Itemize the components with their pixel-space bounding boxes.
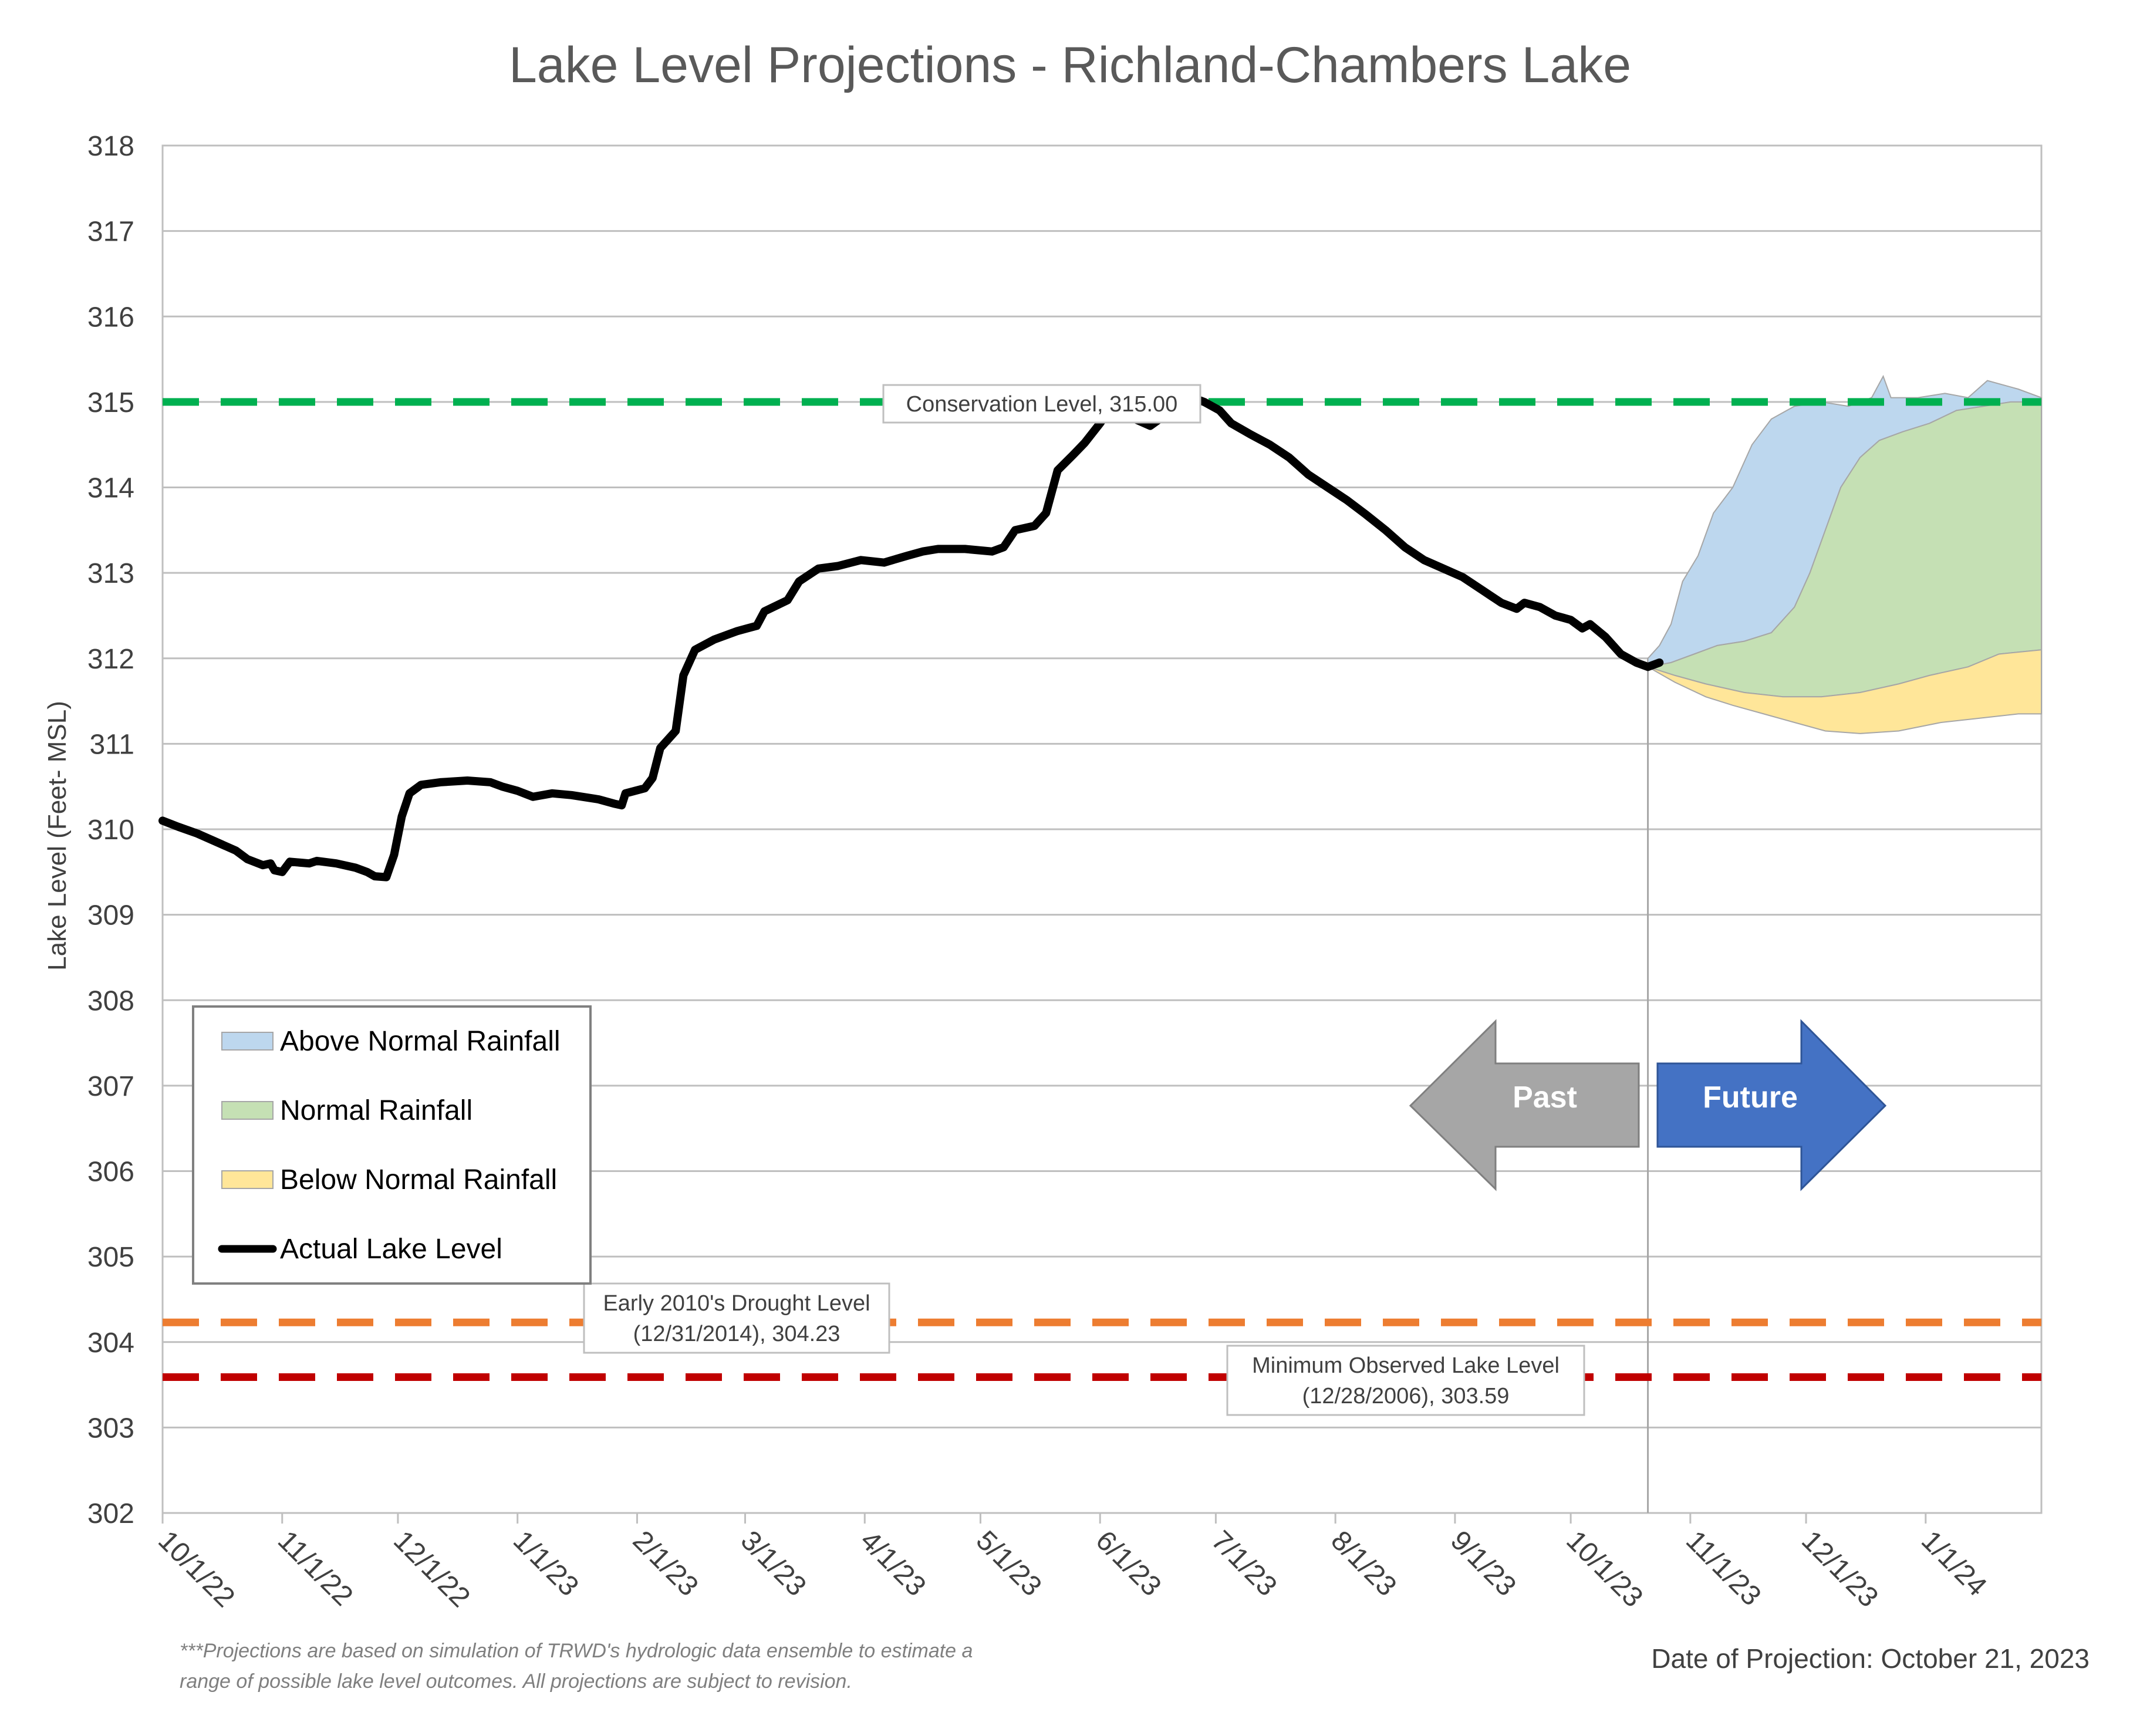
legend-label-above-normal-rainfall: Above Normal Rainfall [280, 1026, 561, 1057]
y-tick-label: 316 [87, 302, 134, 333]
y-tick-label: 305 [87, 1242, 134, 1273]
callout-text: Early 2010's Drought Level [603, 1291, 870, 1316]
legend-swatch-normal-rainfall [221, 1101, 274, 1120]
conservation-level-callout: Conservation Level, 315.00 [882, 384, 1201, 424]
callout-box [882, 384, 1201, 424]
plot-border [161, 144, 2043, 1514]
y-tick-label: 318 [87, 131, 134, 162]
callout-box [1226, 1345, 1585, 1416]
legend-label-actual-lake-level: Actual Lake Level [280, 1234, 502, 1265]
projection-date: Date of Projection: October 21, 2023 [1651, 1643, 2090, 1674]
y-tick-label: 314 [87, 473, 134, 504]
future-arrow: Future [1656, 1019, 1887, 1191]
past-arrow: Past [1409, 1019, 1640, 1191]
legend-swatch-above-normal-rainfall [221, 1032, 274, 1051]
y-tick-label: 303 [87, 1413, 134, 1444]
below-normal-rainfall-area [1648, 649, 2042, 734]
series-lines [158, 393, 1664, 881]
y-tick-label: 310 [87, 815, 134, 846]
callout-text: (12/28/2006), 303.59 [1302, 1384, 1510, 1409]
legend-box [192, 1005, 592, 1285]
callout-box [583, 1282, 890, 1354]
footnote: ***Projections are based on simulation o… [180, 1640, 973, 1693]
y-tick-label: 302 [87, 1498, 134, 1529]
minimum-observed-lake-level-callout: Minimum Observed Lake Level (12/28/2006),… [1226, 1345, 1585, 1416]
future-arrow-label: Future [1703, 1080, 1798, 1114]
callout-text: Minimum Observed Lake Level [1252, 1353, 1560, 1378]
y-axis-title: Lake Level (Feet- MSL) [43, 701, 72, 971]
callout-text: Conservation Level, 315.00 [906, 392, 1178, 417]
legend-label-below-normal-rainfall: Below Normal Rainfall [280, 1164, 557, 1195]
y-tick-label: 315 [87, 387, 134, 418]
projection-areas [1647, 374, 2042, 734]
y-tick-label: 308 [87, 985, 134, 1016]
actual-lake-level-line [158, 393, 1664, 881]
y-tick-label: 311 [89, 729, 134, 760]
legend: Above Normal Rainfall Normal Rainfall Belo… [192, 1005, 592, 1285]
footnote-line-1: ***Projections are based on simulation o… [180, 1640, 973, 1662]
early-2010-s-drought-level-callout: Early 2010's Drought Level (12/31/2014), … [583, 1282, 890, 1354]
future-arrow-shape [1656, 1019, 1887, 1191]
callout-text: (12/31/2014), 304.23 [633, 1322, 841, 1346]
past-arrow-label: Past [1513, 1080, 1577, 1114]
y-tick-label: 312 [87, 644, 134, 675]
y-tick-label: 317 [87, 217, 134, 248]
past-future-arrows: Past Future [1409, 1019, 1887, 1191]
reference-callouts: Conservation Level, 315.00 Early 2010's D… [583, 384, 1585, 1416]
y-tick-label: 307 [87, 1071, 134, 1102]
footnote-line-2: range of possible lake level outcomes. A… [180, 1670, 852, 1693]
y-tick-label: 306 [87, 1157, 134, 1188]
y-tick-label: 309 [87, 900, 134, 931]
past-arrow-shape [1409, 1019, 1640, 1191]
chart-title: Lake Level Projections - Richland-Chambe… [509, 37, 1631, 93]
legend-label-normal-rainfall: Normal Rainfall [280, 1095, 472, 1126]
y-tick-label: 313 [87, 558, 134, 589]
y-tick-label: 304 [87, 1328, 134, 1359]
legend-swatch-below-normal-rainfall [221, 1170, 274, 1189]
